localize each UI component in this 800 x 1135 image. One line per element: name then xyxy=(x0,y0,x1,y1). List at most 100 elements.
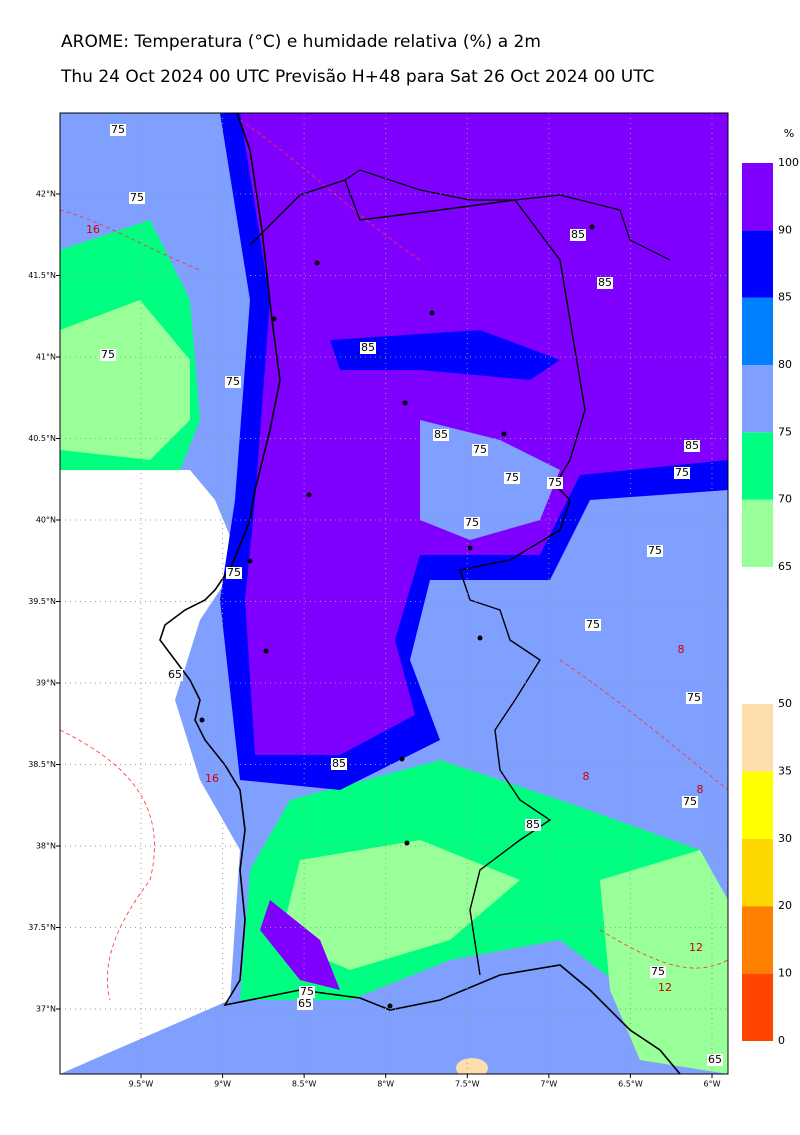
contour-label: 75 xyxy=(683,795,697,808)
contour-label: 16 xyxy=(205,772,219,785)
lon-tick-label: 9°W xyxy=(214,1080,231,1089)
contour-label: 8 xyxy=(678,643,685,656)
contour-label: 65 xyxy=(298,997,312,1010)
contour-label: 8 xyxy=(583,770,590,783)
temperature-contour xyxy=(60,119,728,1001)
contour-label-bg xyxy=(297,998,313,1010)
contour-label: 75 xyxy=(465,516,479,529)
contour-label: 75 xyxy=(687,691,701,704)
colorbar-segment xyxy=(742,432,773,500)
contour-label: 85 xyxy=(434,428,448,441)
contour-label: 85 xyxy=(526,818,540,831)
contour-label: 16 xyxy=(86,223,100,236)
contour-label-bg xyxy=(684,440,700,452)
lon-tick-label: 9.5°W xyxy=(129,1080,154,1089)
contour-label: 85 xyxy=(332,757,346,770)
field xyxy=(60,113,728,1074)
colorbar-label: 30 xyxy=(778,832,792,845)
contour-label-bg xyxy=(707,1054,723,1066)
lat-tick-label: 42°N xyxy=(36,190,56,199)
spain-boundary xyxy=(344,169,671,261)
contour-label: 85 xyxy=(361,341,375,354)
colorbar-label: 10 xyxy=(778,967,792,980)
contour-label: 75 xyxy=(505,471,519,484)
contour-label: 75 xyxy=(227,566,241,579)
field-purple xyxy=(240,113,728,755)
contour-label-bg xyxy=(433,429,449,441)
contour-label: 85 xyxy=(571,228,585,241)
contour-label-bg xyxy=(226,567,242,579)
field-blue-band xyxy=(330,330,560,380)
colorbar-segment xyxy=(742,297,773,365)
contour-label-bg xyxy=(570,229,586,241)
contour-label-bg xyxy=(585,619,601,631)
colorbar-label: 80 xyxy=(778,358,792,371)
coastline xyxy=(159,112,681,1075)
colorbar-segment xyxy=(742,704,773,772)
lat-tick-label: 38.5°N xyxy=(28,760,56,769)
lon-tick-label: 6.5°W xyxy=(618,1080,643,1089)
title: AROME: Temperatura (°C) e humidade relat… xyxy=(61,32,541,52)
contour-label: 75 xyxy=(473,443,487,456)
contour-label-bg xyxy=(686,692,702,704)
contour-label-bg xyxy=(100,349,116,361)
contour-label-bg xyxy=(299,986,315,998)
colorbar-segment xyxy=(742,499,773,567)
contour-label-bg xyxy=(547,477,563,489)
colorbar-label: 100 xyxy=(778,156,799,169)
contour-label: 75 xyxy=(300,985,314,998)
contour-label: 8 xyxy=(697,783,704,796)
border xyxy=(249,179,586,976)
colorbar-segment xyxy=(742,906,773,974)
contour-label: 85 xyxy=(685,439,699,452)
humidity-unit: % xyxy=(784,127,794,140)
lon-tick-label: 7°W xyxy=(540,1080,557,1089)
contour-label-bg xyxy=(360,342,376,354)
colorbar-label: 70 xyxy=(778,493,792,506)
contour-label-bg xyxy=(225,376,241,388)
contour-label: 75 xyxy=(130,191,144,204)
warm-patch xyxy=(456,1058,488,1074)
lat-tick-label: 39°N xyxy=(36,679,56,688)
colorbar-label: 20 xyxy=(778,899,792,912)
contour-label: 75 xyxy=(101,348,115,361)
colorbar-label: 35 xyxy=(778,764,792,777)
lon-tick-label: 6°W xyxy=(703,1080,720,1089)
contour-label-bg xyxy=(167,669,183,681)
contour-label: 65 xyxy=(708,1053,722,1066)
lat-tick-label: 37.5°N xyxy=(28,923,56,932)
contour-label-bg xyxy=(525,819,541,831)
contour-label: 75 xyxy=(548,476,562,489)
subtitle: Thu 24 Oct 2024 00 UTC Previsão H+48 par… xyxy=(60,67,654,87)
contour-label: 75 xyxy=(226,375,240,388)
contour-label: 75 xyxy=(675,466,689,479)
lat-tick-label: 39.5°N xyxy=(28,597,56,606)
plot-frame xyxy=(59,112,729,1075)
field-south-lightgreen xyxy=(280,840,520,970)
field-lightgreen xyxy=(60,300,190,460)
colorbar-label: 85 xyxy=(778,291,792,304)
colorbar-segment xyxy=(742,163,773,231)
lon-tick-label: 7.5°W xyxy=(455,1080,480,1089)
contour-label-bg xyxy=(129,192,145,204)
contour-label-bg xyxy=(110,124,126,136)
contour-label: 75 xyxy=(651,965,665,978)
field-lightblue-patch xyxy=(420,420,560,540)
contour-label: 12 xyxy=(689,941,703,954)
field-purple-patch xyxy=(260,900,340,990)
colorbar-segment xyxy=(742,838,773,907)
colorbars: 65 70 75 80 85 90 100 0 10 20 30 35 50 xyxy=(742,156,799,1047)
contour-label-bg xyxy=(597,277,613,289)
cities xyxy=(199,224,595,1009)
contour-label: 75 xyxy=(648,544,662,557)
colorbar-segment xyxy=(742,230,773,298)
colorbar-label: 50 xyxy=(778,697,792,710)
lat-tick-label: 40°N xyxy=(36,516,56,525)
colorbar-segment xyxy=(742,973,773,1041)
lat-tick-label: 41°N xyxy=(36,353,56,362)
lon-tick-label: 8°W xyxy=(377,1080,394,1089)
contour-label-bg xyxy=(504,472,520,484)
contour-label-bg xyxy=(674,467,690,479)
